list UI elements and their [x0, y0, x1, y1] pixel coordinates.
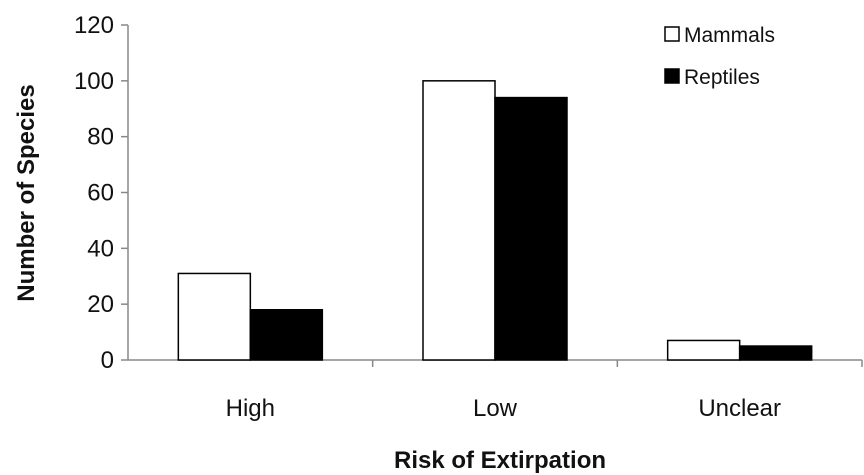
bar-reptiles-low: [494, 96, 568, 361]
y-axis: 0 20 40 60 80 100 120: [74, 12, 129, 374]
y-tick-label: 80: [87, 124, 114, 151]
y-tick-label: 120: [74, 12, 114, 39]
x-tick-label: Low: [473, 395, 518, 422]
x-tick-label: Unclear: [698, 395, 781, 422]
y-axis-title: Number of Species: [13, 84, 40, 301]
x-axis-title: Risk of Extirpation: [394, 447, 606, 474]
legend-swatch: [664, 68, 680, 84]
y-tick-label: 60: [87, 180, 114, 207]
y-tick-label: 0: [101, 347, 114, 374]
legend: Mammals Reptiles: [664, 24, 775, 89]
legend-label: Mammals: [684, 24, 775, 47]
y-tick-label: 100: [74, 68, 114, 95]
bar-mammals-high: [177, 272, 252, 361]
legend-label: Reptiles: [684, 66, 760, 89]
legend-swatch: [664, 26, 680, 42]
bars: [177, 80, 813, 361]
bar-reptiles-unclear: [738, 345, 813, 361]
x-axis: High Low Unclear: [128, 359, 863, 422]
y-tick-label: 40: [87, 235, 114, 262]
y-tick-label: 20: [87, 291, 114, 318]
bar-mammals-low: [422, 80, 496, 361]
bar-reptiles-high: [249, 309, 324, 361]
x-tick-label: High: [226, 395, 275, 422]
bar-mammals-unclear: [666, 339, 741, 361]
